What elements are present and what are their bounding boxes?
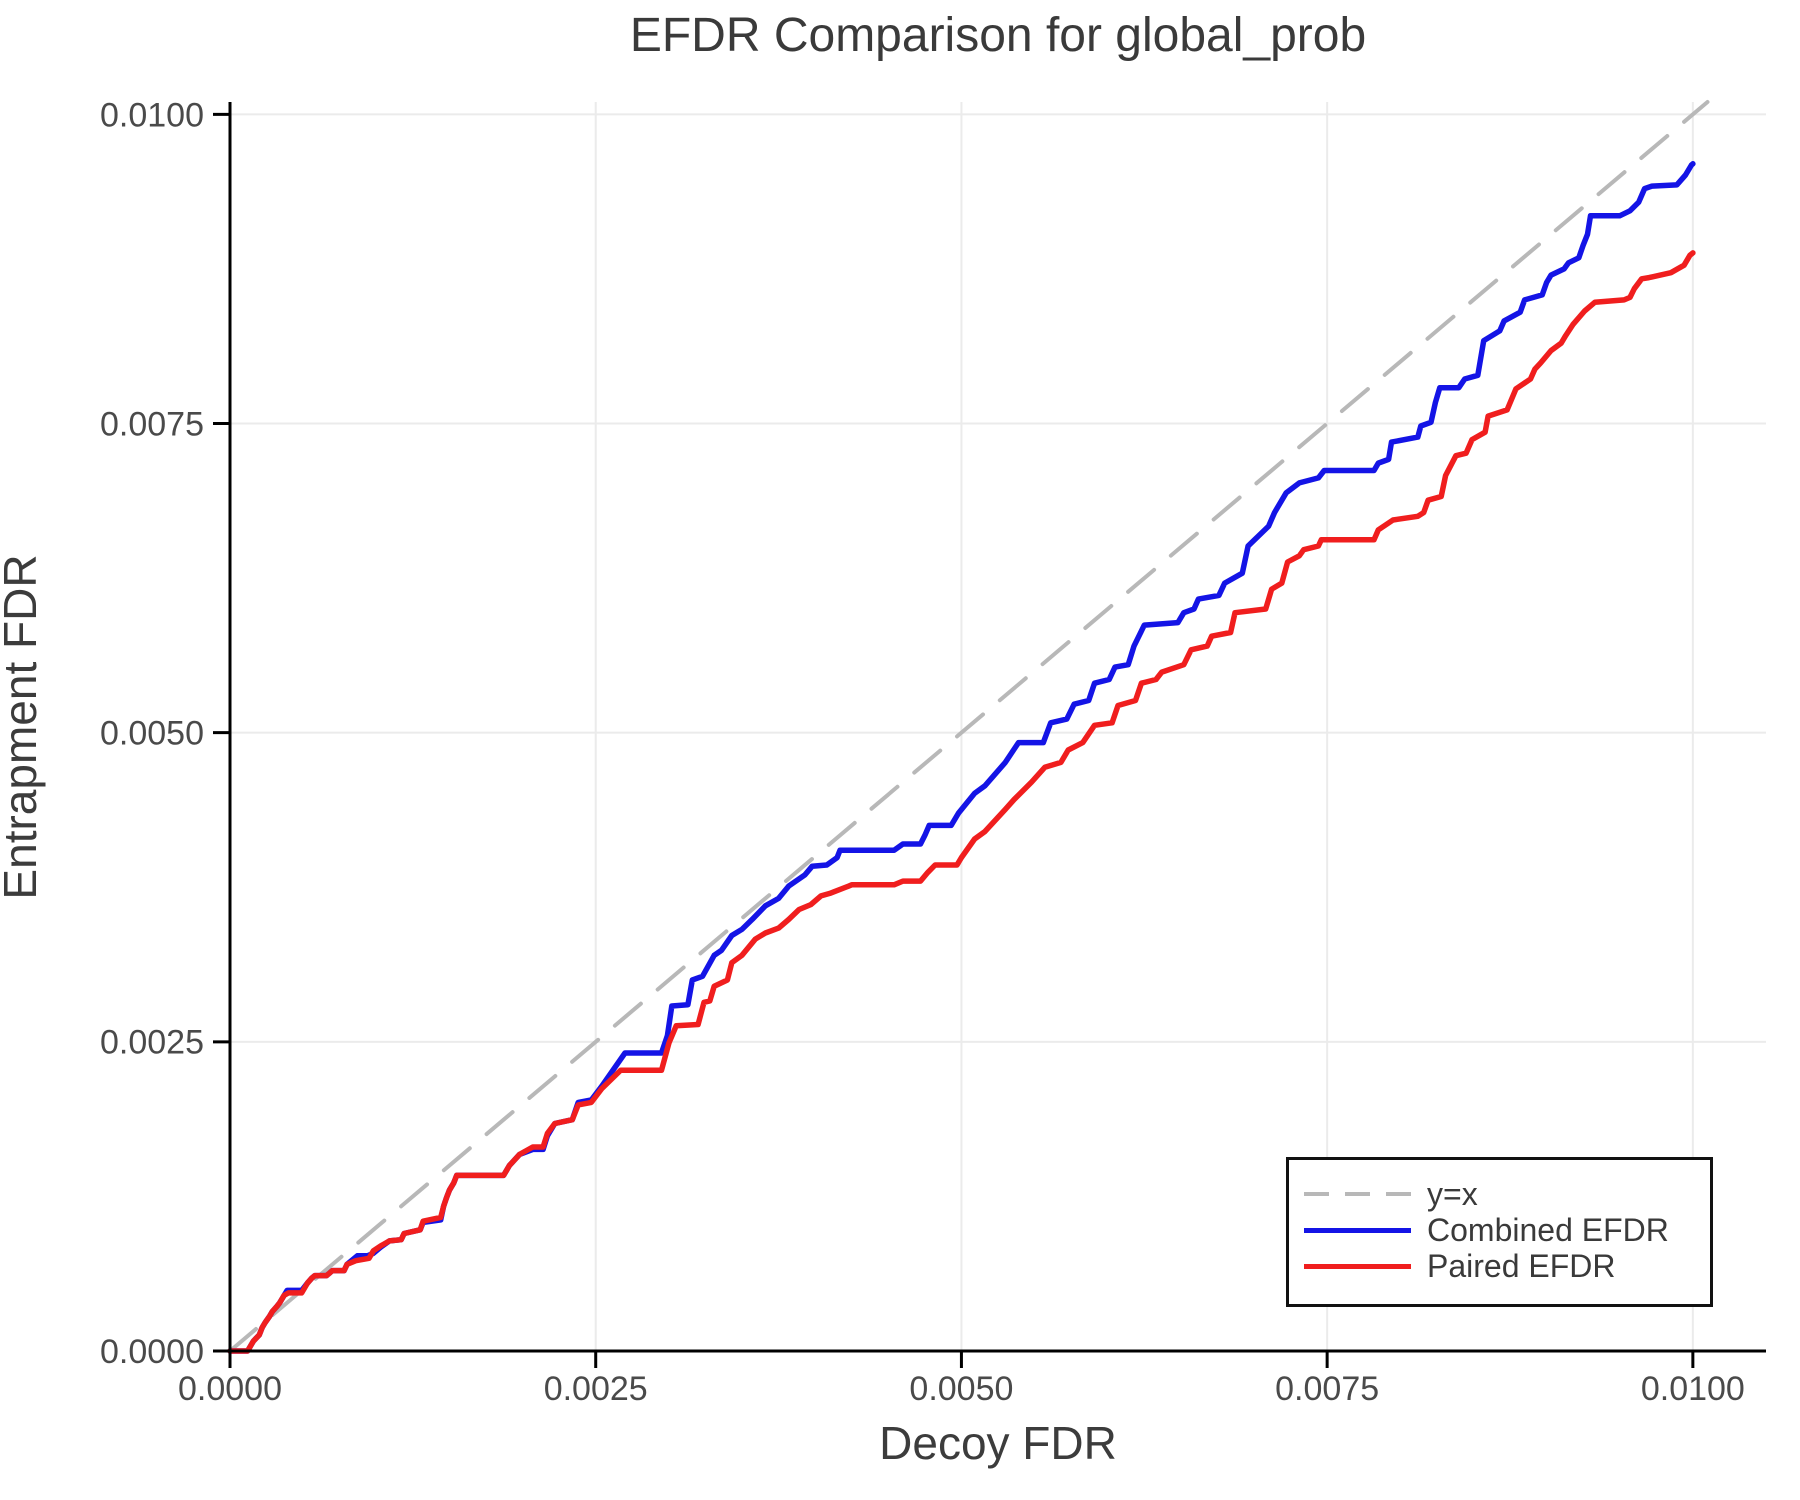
y-axis-label: Entrapment FDR — [0, 554, 46, 900]
x-tick-label: 0.0075 — [1275, 1370, 1379, 1408]
legend-item-combined: Combined EFDR — [1304, 1212, 1710, 1248]
legend-label-identity: y=x — [1427, 1175, 1478, 1212]
series-0-line — [228, 100, 1710, 1353]
x-tick-label: 0.0000 — [178, 1370, 282, 1408]
y-tick-label: 0.0100 — [100, 96, 204, 134]
legend-item-identity: y=x — [1304, 1176, 1710, 1212]
x-axis-label: Decoy FDR — [879, 1417, 1117, 1469]
x-tick-label: 0.0025 — [544, 1370, 648, 1408]
y-tick-label: 0.0075 — [100, 405, 204, 443]
legend-label-paired: Paired EFDR — [1427, 1247, 1616, 1284]
legend-line-sample-identity — [1304, 1192, 1411, 1196]
legend-line-sample-combined — [1304, 1227, 1411, 1233]
legend: y=x Combined EFDR Paired EFDR — [1286, 1157, 1713, 1307]
chart-title: EFDR Comparison for global_prob — [629, 9, 1367, 62]
series-2-line — [227, 250, 1696, 1354]
x-tick-label: 0.0100 — [1641, 1370, 1745, 1408]
y-tick-label: 0.0025 — [100, 1024, 204, 1062]
y-tick-label: 0.0000 — [100, 1333, 204, 1371]
legend-label-combined: Combined EFDR — [1427, 1211, 1669, 1248]
x-tick-label: 0.0050 — [909, 1370, 1013, 1408]
y-tick-label: 0.0050 — [100, 715, 204, 753]
legend-line-sample-paired — [1304, 1263, 1411, 1269]
legend-item-paired: Paired EFDR — [1304, 1248, 1710, 1284]
